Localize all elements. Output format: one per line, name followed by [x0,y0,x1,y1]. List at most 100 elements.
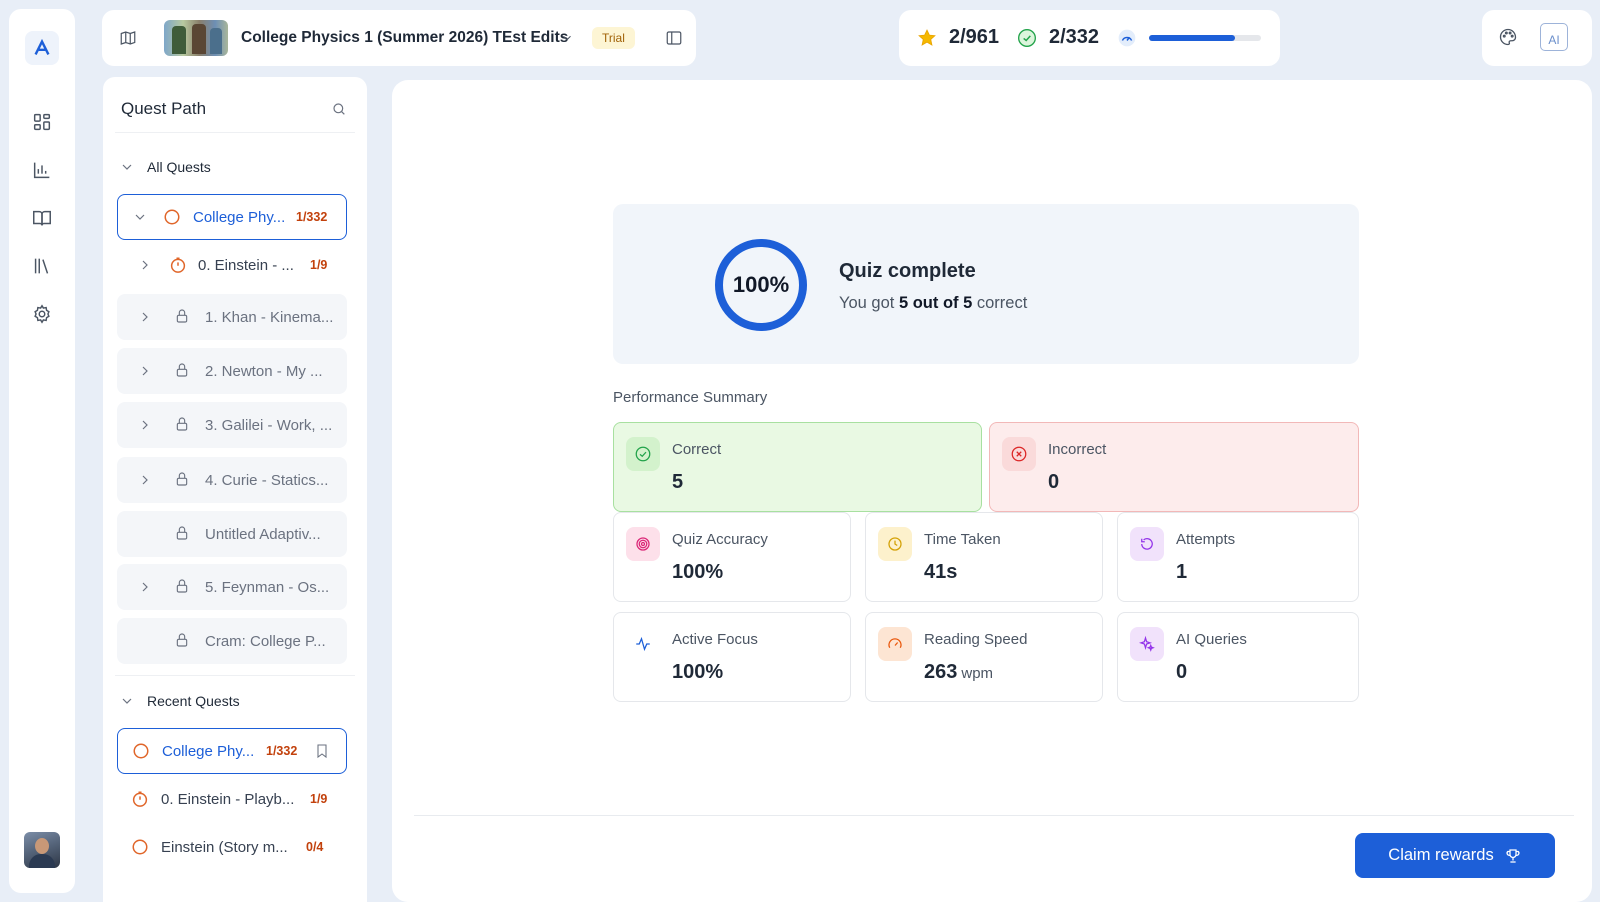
divider [115,675,355,676]
metric-value: 0 [1176,661,1188,683]
quest-path-title: Quest Path [121,99,207,118]
quest-count: 1/332 [296,210,328,224]
chevron-down-icon [119,693,135,709]
activity-icon [626,627,660,661]
palette-icon[interactable] [1498,27,1520,49]
lock-icon [174,578,192,596]
performance-summary-title: Performance Summary [613,389,768,406]
quest-item-einstein[interactable]: 0. Einstein - ... 1/9 [117,242,347,288]
attempts-card: Attempts 1 [1117,512,1359,602]
course-thumbnail [164,20,228,56]
clock-icon [878,527,912,561]
quest-item-curie[interactable]: 4. Curie - Statics... [117,457,347,503]
quest-label: Untitled Adaptiv... [205,525,321,543]
quest-label: Einstein (Story m... [161,838,288,856]
chevron-right-icon [137,579,153,595]
incorrect-card: Incorrect 0 [989,422,1359,512]
metric-label: Quiz Accuracy [672,531,768,548]
sidebar-toggle-icon[interactable] [662,26,686,50]
quest-label: 5. Feynman - Os... [205,578,330,596]
course-header: College Physics 1 (Summer 2026) TEst Edi… [102,10,696,66]
book-open-icon[interactable] [25,201,59,235]
avatar-body [29,854,55,868]
quest-item-feynman[interactable]: 5. Feynman - Os... [117,564,347,610]
thumbnail-figure [210,28,222,54]
chevron-right-icon [137,257,153,273]
ai-queries-card: AI Queries 0 [1117,612,1359,702]
gauge-icon [1118,29,1136,47]
quest-item-college-physics[interactable]: College Phy... 1/332 [117,194,347,240]
bookmark-icon[interactable] [314,742,332,762]
lock-icon [174,308,192,326]
claim-rewards-label: Claim rewards [1388,846,1494,864]
app-logo-icon[interactable] [25,31,59,65]
metric-label: Reading Speed [924,631,1028,648]
left-rail [9,9,75,893]
metric-label: Attempts [1176,531,1236,548]
progress-bar [1149,35,1261,41]
quiz-result-card: 100% Quiz complete You got 5 out of 5 co… [613,204,1359,364]
quest-count: 0/4 [306,840,324,854]
main-content: 100% Quiz complete You got 5 out of 5 co… [392,80,1592,902]
search-icon[interactable] [331,101,349,119]
metric-value: 100% [672,561,724,583]
course-title[interactable]: College Physics 1 (Summer 2026) TEst Edi… [241,29,569,46]
chevron-down-icon[interactable] [560,31,574,45]
ai-assistant-button[interactable]: AI [1540,23,1568,51]
map-icon[interactable] [116,26,140,50]
recent-quest-college-physics[interactable]: College Phy... 1/332 [117,728,347,774]
dashboard-icon[interactable] [25,105,59,139]
reading-speed-unit: wpm [961,665,994,682]
quest-item-newton[interactable]: 2. Newton - My ... [117,348,347,394]
quest-label: College Phy... [193,208,286,226]
quest-label: 0. Einstein - ... [198,256,294,274]
quest-item-untitled-adaptive[interactable]: Untitled Adaptiv... [117,511,347,557]
incorrect-label: Incorrect [1048,441,1107,458]
x-circle-icon [1002,437,1036,471]
metric-value: 1 [1176,561,1188,583]
metric-value: 100% [672,661,724,683]
score-ring-arc [715,239,807,331]
quest-label: 1. Khan - Kinema... [205,308,334,326]
circle-status-icon [133,743,149,759]
quest-item-cram[interactable]: Cram: College P... [117,618,347,664]
lock-icon [174,362,192,380]
trophy-icon [1506,848,1520,863]
reading-speed-value: 263 [924,661,958,683]
user-avatar[interactable] [24,832,60,868]
chevron-down-icon [132,209,148,225]
time-taken-card: Time Taken 41s [865,512,1103,602]
score-prefix: You got [839,294,899,312]
score-fraction: 5 out of 5 [898,294,973,312]
analytics-icon[interactable] [25,153,59,187]
recent-quest-einstein-playbook[interactable]: 0. Einstein - Playb... 1/9 [117,776,347,822]
quest-item-galilei[interactable]: 3. Galilei - Work, ... [117,402,347,448]
library-icon[interactable] [25,249,59,283]
lock-icon [174,471,192,489]
recent-quests-toggle[interactable]: Recent Quests [119,693,240,709]
metric-value: 41s [924,561,958,583]
metric-label: Active Focus [672,631,758,648]
retry-icon [1130,527,1164,561]
recent-quests-label: Recent Quests [147,693,240,709]
claim-rewards-button[interactable]: Claim rewards [1355,833,1555,878]
lock-icon [174,525,192,543]
lock-icon [174,416,192,434]
divider [414,815,1574,816]
reading-speed-card: Reading Speed 263 wpm [865,612,1103,702]
top-right-tools: AI [1482,10,1592,66]
thumbnail-figure [192,24,206,54]
quest-item-khan[interactable]: 1. Khan - Kinema... [117,294,347,340]
incorrect-value: 0 [1048,471,1060,493]
all-quests-toggle[interactable]: All Quests [119,159,211,175]
score-ring [715,239,807,331]
quest-label: 4. Curie - Statics... [205,471,329,489]
quest-label: Cram: College P... [205,632,326,650]
score-suffix: correct [972,294,1028,312]
avatar-head [35,838,49,854]
timer-icon [132,791,148,807]
quiz-accuracy-card: Quiz Accuracy 100% [613,512,851,602]
settings-gear-icon[interactable] [25,297,59,331]
recent-quest-einstein-story[interactable]: Einstein (Story m... 0/4 [117,824,347,870]
star-icon [918,29,936,46]
